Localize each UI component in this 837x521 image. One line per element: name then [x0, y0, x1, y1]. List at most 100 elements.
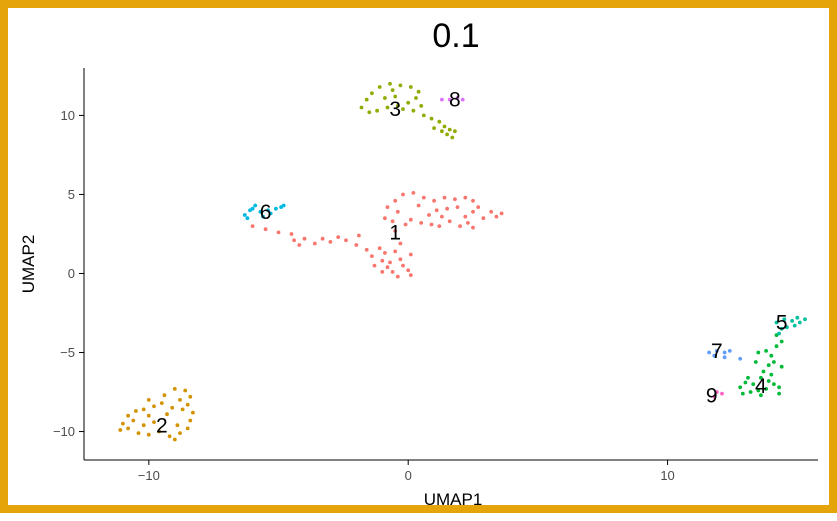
cluster-6-point [281, 203, 286, 208]
cluster-1-point [357, 233, 361, 238]
cluster-4-point [777, 391, 781, 396]
cluster-1-point [297, 243, 302, 247]
chart-title: 0.1 [432, 17, 479, 55]
cluster-2-point [159, 401, 164, 405]
cluster-3-point [421, 113, 426, 118]
cluster-1-point [463, 195, 468, 200]
cluster-7-point [738, 356, 743, 361]
x-tick-label: −10 [138, 468, 160, 483]
cluster-2-point [136, 431, 141, 435]
cluster-1-point [471, 198, 475, 203]
y-axis-label: UMAP2 [19, 235, 38, 294]
cluster-1-point [494, 214, 499, 219]
cluster-3-point [419, 104, 424, 108]
cluster-1-point [385, 265, 390, 270]
cluster-4-point [769, 353, 774, 358]
cluster-4-point [774, 344, 779, 349]
cluster-2-point [152, 420, 156, 424]
cluster-6-point [268, 211, 273, 216]
cluster-2-point [134, 409, 138, 413]
cluster-4-point [743, 380, 748, 385]
x-tick-label: 0 [405, 468, 412, 483]
cluster-7-point [707, 350, 711, 355]
cluster-1-point [354, 243, 359, 247]
cluster-6-point [258, 209, 263, 214]
cluster-6-point [253, 203, 258, 208]
cluster-4-point [761, 369, 766, 374]
cluster-1-point [395, 274, 400, 279]
cluster-9-point [712, 394, 717, 399]
cluster-1-point [453, 197, 457, 202]
cluster-5-point [795, 315, 800, 320]
cluster-1-point [398, 257, 403, 262]
cluster-1-point [463, 214, 468, 219]
cluster-1-point [408, 217, 413, 222]
cluster-7-point [727, 349, 732, 353]
cluster-1-point [388, 260, 392, 265]
cluster-4-point [779, 339, 784, 344]
x-tick-label: 10 [660, 468, 674, 483]
cluster-7-point [722, 350, 727, 355]
cluster-2-point [146, 432, 151, 437]
cluster-3-point [393, 94, 398, 99]
y-tick-label: −10 [53, 424, 75, 439]
cluster-1-point [427, 213, 431, 217]
cluster-7-point [722, 355, 727, 360]
cluster-2-point [146, 398, 151, 402]
cluster-3-point [395, 104, 400, 108]
cluster-3-point [408, 85, 413, 89]
cluster-9-point [714, 390, 719, 394]
cluster-2-point [172, 387, 177, 391]
cluster-4-point [759, 393, 763, 398]
cluster-1-point [380, 258, 385, 263]
cluster-9-point [720, 391, 724, 396]
cluster-4-series [738, 333, 784, 398]
cluster-7-label: 7 [711, 340, 723, 363]
cluster-3-point [377, 85, 382, 89]
cluster-1-point [344, 238, 348, 243]
cluster-4-point [738, 385, 743, 390]
cluster-1-point [292, 238, 296, 243]
cluster-1-point [442, 195, 447, 200]
cluster-4-point [753, 360, 758, 364]
cluster-1-point [336, 235, 341, 240]
cluster-1-point [401, 192, 405, 197]
cluster-3-point [432, 126, 436, 130]
cluster-1-point [476, 205, 481, 210]
cluster-2-label: 2 [156, 414, 168, 437]
cluster-1-point [250, 224, 255, 229]
cluster-1-point [408, 273, 413, 277]
cluster-5-point [777, 331, 781, 336]
y-tick-label: 10 [61, 108, 75, 123]
cluster-3-point [401, 107, 405, 111]
cluster-3-point [450, 135, 455, 140]
cluster-7-point [712, 353, 717, 358]
cluster-1-point [383, 251, 387, 255]
cluster-1-point [406, 268, 411, 273]
cluster-3-point [398, 83, 403, 88]
cluster-1-point [499, 211, 504, 216]
cluster-1-point [471, 225, 475, 230]
cluster-2-point [141, 407, 146, 412]
cluster-3-point [383, 96, 387, 100]
cluster-2-point [146, 413, 151, 418]
cluster-5-point [803, 317, 807, 322]
cluster-3-point [364, 97, 369, 102]
cluster-4-point [756, 388, 761, 393]
cluster-1-point [489, 209, 494, 214]
cluster-1-point [471, 209, 475, 214]
cluster-1-point [416, 203, 421, 208]
cluster-2-point [185, 426, 190, 431]
cluster-2-point [121, 421, 125, 426]
cluster-1-point [398, 241, 403, 246]
cluster-3-point [406, 100, 411, 105]
cluster-1-point [401, 263, 405, 268]
cluster-2-point [188, 418, 193, 423]
cluster-4-point [766, 379, 771, 383]
cluster-4-point [740, 391, 745, 396]
cluster-6-point [266, 208, 270, 213]
y-tick-label: 0 [68, 266, 75, 281]
cluster-8-point [460, 97, 465, 102]
cluster-3-point [429, 116, 434, 121]
